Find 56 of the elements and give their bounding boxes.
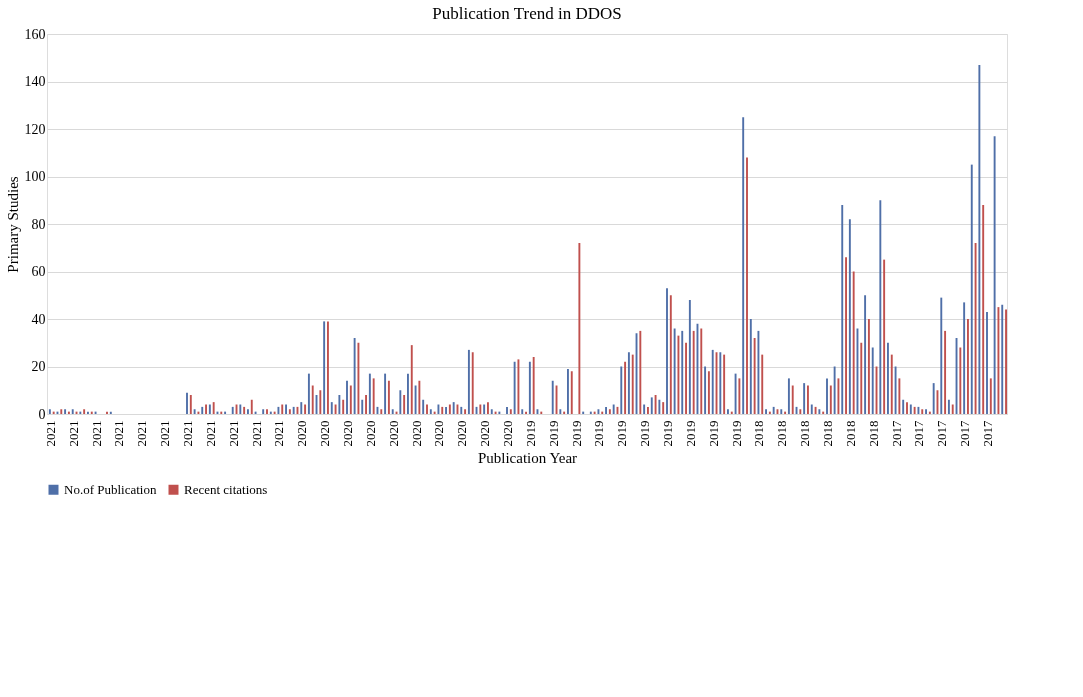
x-tick-label: 2019 (659, 420, 675, 447)
x-tick-label: 2021 (88, 420, 104, 447)
x-tick-label: 2020 (385, 420, 401, 447)
x-tick-label: 2019 (682, 420, 698, 447)
x-tick-label: 2021 (248, 420, 264, 447)
y-tick-label: 40 (31, 311, 46, 327)
x-tick-label: 2020 (408, 420, 424, 447)
x-tick-label: 2017 (934, 420, 950, 447)
x-tick-label: 2018 (774, 420, 790, 447)
x-tick-label: 2021 (225, 420, 241, 447)
y-tick-label: 80 (31, 216, 46, 232)
y-tick-label: 20 (31, 359, 46, 374)
y-tick-label: 120 (24, 121, 46, 137)
y-axis-title: Primary Studies (4, 176, 21, 273)
x-tick-label: 2019 (522, 420, 538, 447)
x-tick-label: 2020 (477, 420, 493, 447)
x-tick-label: 2018 (751, 420, 767, 447)
x-tick-label: 2018 (842, 420, 858, 447)
y-tick-label: 0 (38, 406, 46, 422)
x-tick-label: 2020 (317, 420, 333, 447)
x-tick-label: 2019 (591, 420, 607, 447)
x-tick-label: 2019 (705, 420, 721, 447)
x-tick-label: 2017 (911, 420, 927, 447)
x-tick-label: 2020 (431, 420, 447, 447)
x-tick-label: 2020 (454, 420, 470, 447)
x-tick-label: 2021 (271, 420, 287, 447)
x-tick-label: 2020 (339, 420, 355, 447)
x-tick-label: 2021 (111, 420, 127, 447)
x-tick-label: 2017 (979, 420, 995, 447)
x-tick-label: 2018 (865, 420, 881, 447)
y-tick-label: 100 (24, 169, 46, 184)
x-tick-label: 2020 (362, 420, 378, 447)
x-tick-label: 2019 (637, 420, 653, 447)
x-tick-label: 2021 (179, 420, 195, 447)
x-tick-label: 2019 (728, 420, 744, 447)
x-tick-label: 2021 (157, 420, 173, 447)
x-tick-label: 2020 (499, 420, 515, 447)
chart-title: Publication Trend in DDOS (432, 4, 622, 23)
x-tick-label: 2017 (957, 420, 973, 447)
x-tick-label: 2019 (614, 420, 630, 447)
x-tick-label: 2020 (294, 420, 310, 447)
x-tick-label: 2017 (888, 420, 904, 447)
y-tick-label: 160 (24, 26, 46, 42)
y-tick-label: 140 (24, 74, 46, 89)
legend-label: Recent citations (184, 481, 268, 497)
legend-label: No.of Publication (64, 481, 157, 497)
y-tick-label: 60 (31, 264, 46, 279)
x-tick-label: 2021 (65, 420, 81, 447)
x-tick-label: 2021 (202, 420, 218, 447)
x-tick-label: 2019 (568, 420, 584, 447)
x-tick-label: 2018 (797, 420, 813, 447)
x-tick-label: 2021 (134, 420, 150, 447)
x-axis-title: Publication Year (477, 449, 578, 466)
x-tick-label: 2021 (42, 420, 58, 447)
x-tick-label: 2018 (819, 420, 835, 447)
x-tick-label: 2019 (545, 420, 561, 447)
